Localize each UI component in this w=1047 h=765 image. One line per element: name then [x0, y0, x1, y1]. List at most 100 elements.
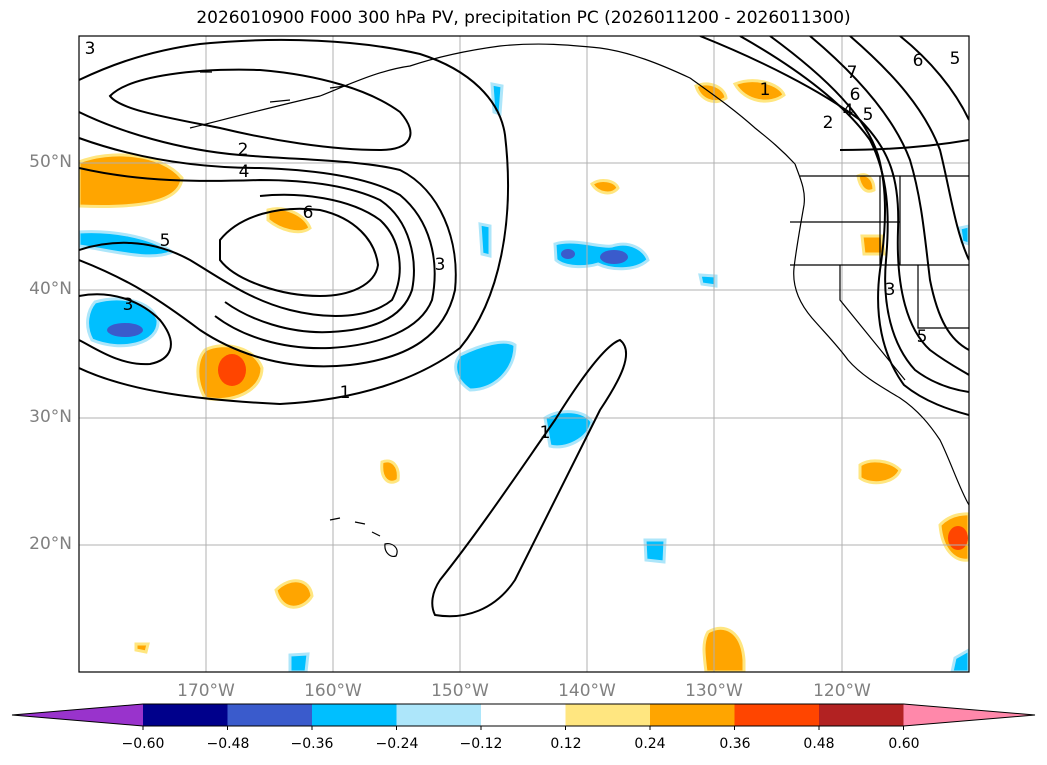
pv-contour-2: [79, 111, 457, 368]
colorbar-segment: [143, 704, 228, 726]
precip-negative-core: [107, 323, 143, 337]
precip-negative-core: [600, 250, 628, 264]
pv-contour-5: [79, 193, 401, 317]
contour-label: 1: [340, 383, 351, 403]
colorbar-segment: [734, 704, 820, 726]
lat-tick-label: 20°N: [29, 534, 72, 554]
colorbar-tick-label: −0.36: [290, 736, 334, 752]
pv-contour-east-2: [739, 36, 969, 393]
colorbar-extend-low: [12, 704, 143, 726]
lon-tick-label: 120°W: [813, 681, 871, 701]
pv-contour-3: [79, 137, 436, 350]
us-state-borders: [790, 176, 969, 381]
colorbar-segment: [227, 704, 313, 726]
alaska-coast: [189, 43, 796, 165]
map-title: 2026010900 F000 300 hPa PV, precipitatio…: [196, 8, 851, 28]
contour-label: 2: [823, 113, 834, 133]
lon-tick-label: 140°W: [558, 681, 616, 701]
precip-positive-area: [134, 642, 150, 654]
colorbar-tick-label: 0.36: [719, 736, 751, 752]
colorbar-segment: [481, 704, 566, 726]
hawaii-islands: [329, 517, 398, 557]
gridlines: [79, 36, 969, 672]
coastlines: [189, 43, 969, 557]
contour-label: 1: [760, 80, 771, 100]
pv-contour-east-6: [899, 36, 969, 121]
pv-contour-8: [79, 293, 172, 366]
colorbar-tick-label: 0.24: [634, 736, 666, 752]
pv-contour-east-7: [839, 139, 969, 151]
lat-tick-label: 30°N: [29, 407, 72, 427]
precip-negative-area: [288, 652, 310, 672]
colorbar-tick-label: 0.60: [888, 736, 920, 752]
lon-tick-label: 130°W: [685, 681, 743, 701]
precip-positive-area: [732, 79, 786, 103]
lon-tick-label: 160°W: [304, 681, 362, 701]
colorbar-extend-high: [903, 704, 1035, 726]
precip-negative-area: [698, 273, 718, 288]
contour-label: 7: [847, 63, 858, 83]
precip-negative-area: [454, 340, 517, 392]
contour-label: 6: [850, 85, 861, 105]
contour-label: 1: [540, 423, 551, 443]
colorbar-segment: [650, 704, 735, 726]
precip-positive-core: [218, 354, 246, 386]
precip-negative-area: [643, 538, 667, 564]
pv-filament: [431, 338, 628, 618]
colorbar-tick-label: 0.48: [803, 736, 835, 752]
lat-tick-label: 50°N: [29, 152, 72, 172]
pv-contour-7: [108, 68, 412, 152]
na-west-coast: [793, 163, 969, 506]
colorbar-tick-label: −0.24: [375, 736, 419, 752]
colorbar-segment: [396, 704, 482, 726]
contour-label: 6: [913, 51, 924, 71]
contour-label: 5: [950, 49, 961, 69]
precip-negative-core: [561, 249, 575, 259]
contour-labels: 3 2 4 5 6 3 1 1 7 6 5 4 2 6 5 3 5 1 3: [85, 39, 961, 443]
pv-contour-east-5: [849, 36, 969, 261]
pv-contours: [79, 36, 969, 618]
precip-shading: [79, 79, 969, 672]
contour-label: 4: [239, 162, 250, 182]
lon-tick-label: 170°W: [177, 681, 235, 701]
precip-positive-area: [590, 179, 620, 195]
precip-positive-area: [702, 626, 746, 672]
contour-label: 3: [435, 255, 446, 275]
contour-label: 5: [160, 231, 171, 251]
lat-tick-label: 40°N: [29, 279, 72, 299]
precip-positive-area: [860, 234, 886, 256]
colorbar-tick-label: 0.12: [550, 736, 582, 752]
colorbar-segment: [312, 704, 397, 726]
precip-positive-core: [948, 526, 968, 550]
precip-positive-area: [380, 459, 400, 484]
colorbar: [11, 703, 1036, 730]
contour-label: 3: [85, 39, 96, 59]
contour-label: 3: [123, 295, 134, 315]
pv-contour-east-3: [769, 36, 969, 416]
colorbar-segment: [819, 704, 904, 726]
colorbar-segment: [565, 704, 651, 726]
alaska-islands: [200, 71, 346, 103]
precip-negative-area: [950, 648, 969, 672]
precip-positive-area: [858, 459, 902, 485]
pv-contour-east-4: [809, 36, 969, 351]
colorbar-tick-label: −0.48: [206, 736, 250, 752]
pv-contour-east-1: [699, 36, 969, 376]
contour-label: 5: [917, 327, 928, 347]
precip-negative-area: [543, 410, 594, 449]
precip-positive-area: [274, 579, 314, 609]
pv-contour-4: [79, 167, 415, 334]
colorbar-tick-label: −0.12: [459, 736, 503, 752]
pv-contour-6: [219, 207, 380, 298]
contour-label: 2: [238, 140, 249, 160]
contour-label: 4: [843, 101, 854, 121]
colorbar-tick-label: −0.60: [121, 736, 165, 752]
precip-positive-area: [79, 153, 184, 208]
precip-negative-area: [478, 222, 492, 258]
lon-tick-label: 150°W: [431, 681, 489, 701]
contour-label: 5: [863, 105, 874, 125]
contour-label: 6: [303, 203, 314, 223]
precip-positive-area: [856, 173, 876, 193]
map-frame: [78, 35, 970, 673]
